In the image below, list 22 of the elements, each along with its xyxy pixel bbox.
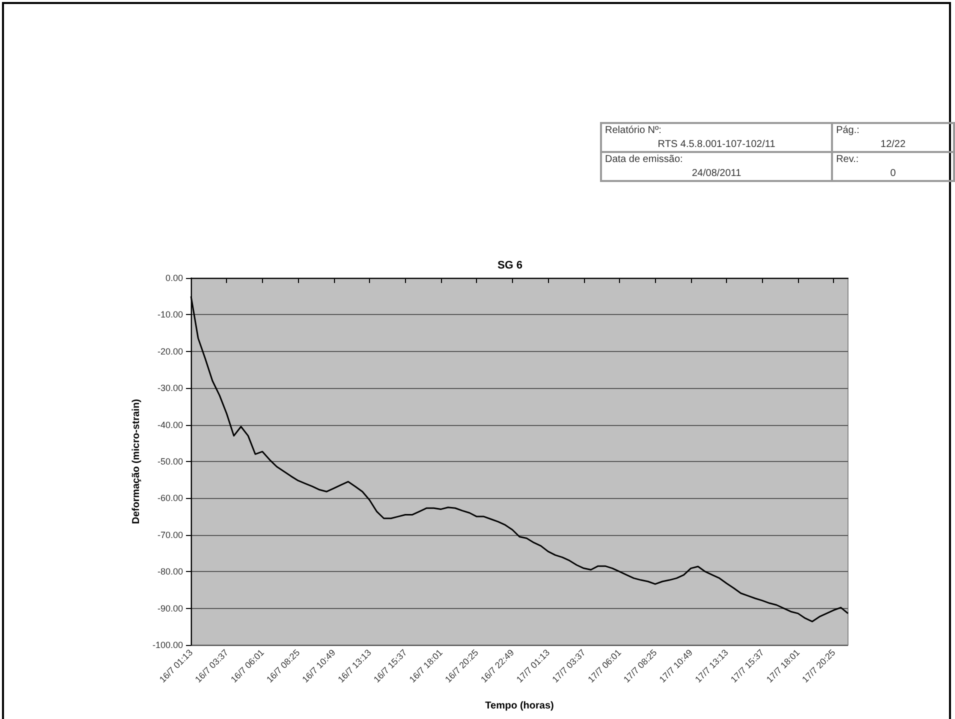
- text: Pág.:: [836, 125, 860, 136]
- x-axis-title: Tempo (horas): [485, 700, 554, 712]
- text: Rev.:: [836, 154, 860, 165]
- chart-title: SG 6: [497, 260, 523, 272]
- y-axis-title: Deformação (micro-strain): [131, 398, 142, 524]
- y-tick-label: -80.00: [157, 566, 183, 577]
- text: RTS 4.5.8.001-107-102/11: [656, 138, 776, 150]
- y-tick-label: -100.00: [152, 640, 183, 650]
- text: 0: [889, 167, 897, 179]
- y-tick-label: -60.00: [157, 493, 183, 504]
- y-tick-label: -70.00: [157, 530, 183, 540]
- text: 12/22: [880, 138, 907, 150]
- y-tick-label: -90.00: [157, 603, 183, 614]
- y-tick-label: -40.00: [157, 420, 183, 430]
- y-tick-label: -20.00: [157, 346, 183, 356]
- y-tick-label: -50.00: [157, 456, 183, 466]
- text: 24/08/2011: [690, 167, 742, 179]
- y-tick-label: 0.00: [165, 273, 183, 283]
- y-tick-label: -10.00: [157, 310, 183, 320]
- text: Relatório Nº:: [605, 125, 662, 136]
- y-tick-label: -30.00: [157, 383, 183, 394]
- text: Data de emissão:: [605, 154, 684, 165]
